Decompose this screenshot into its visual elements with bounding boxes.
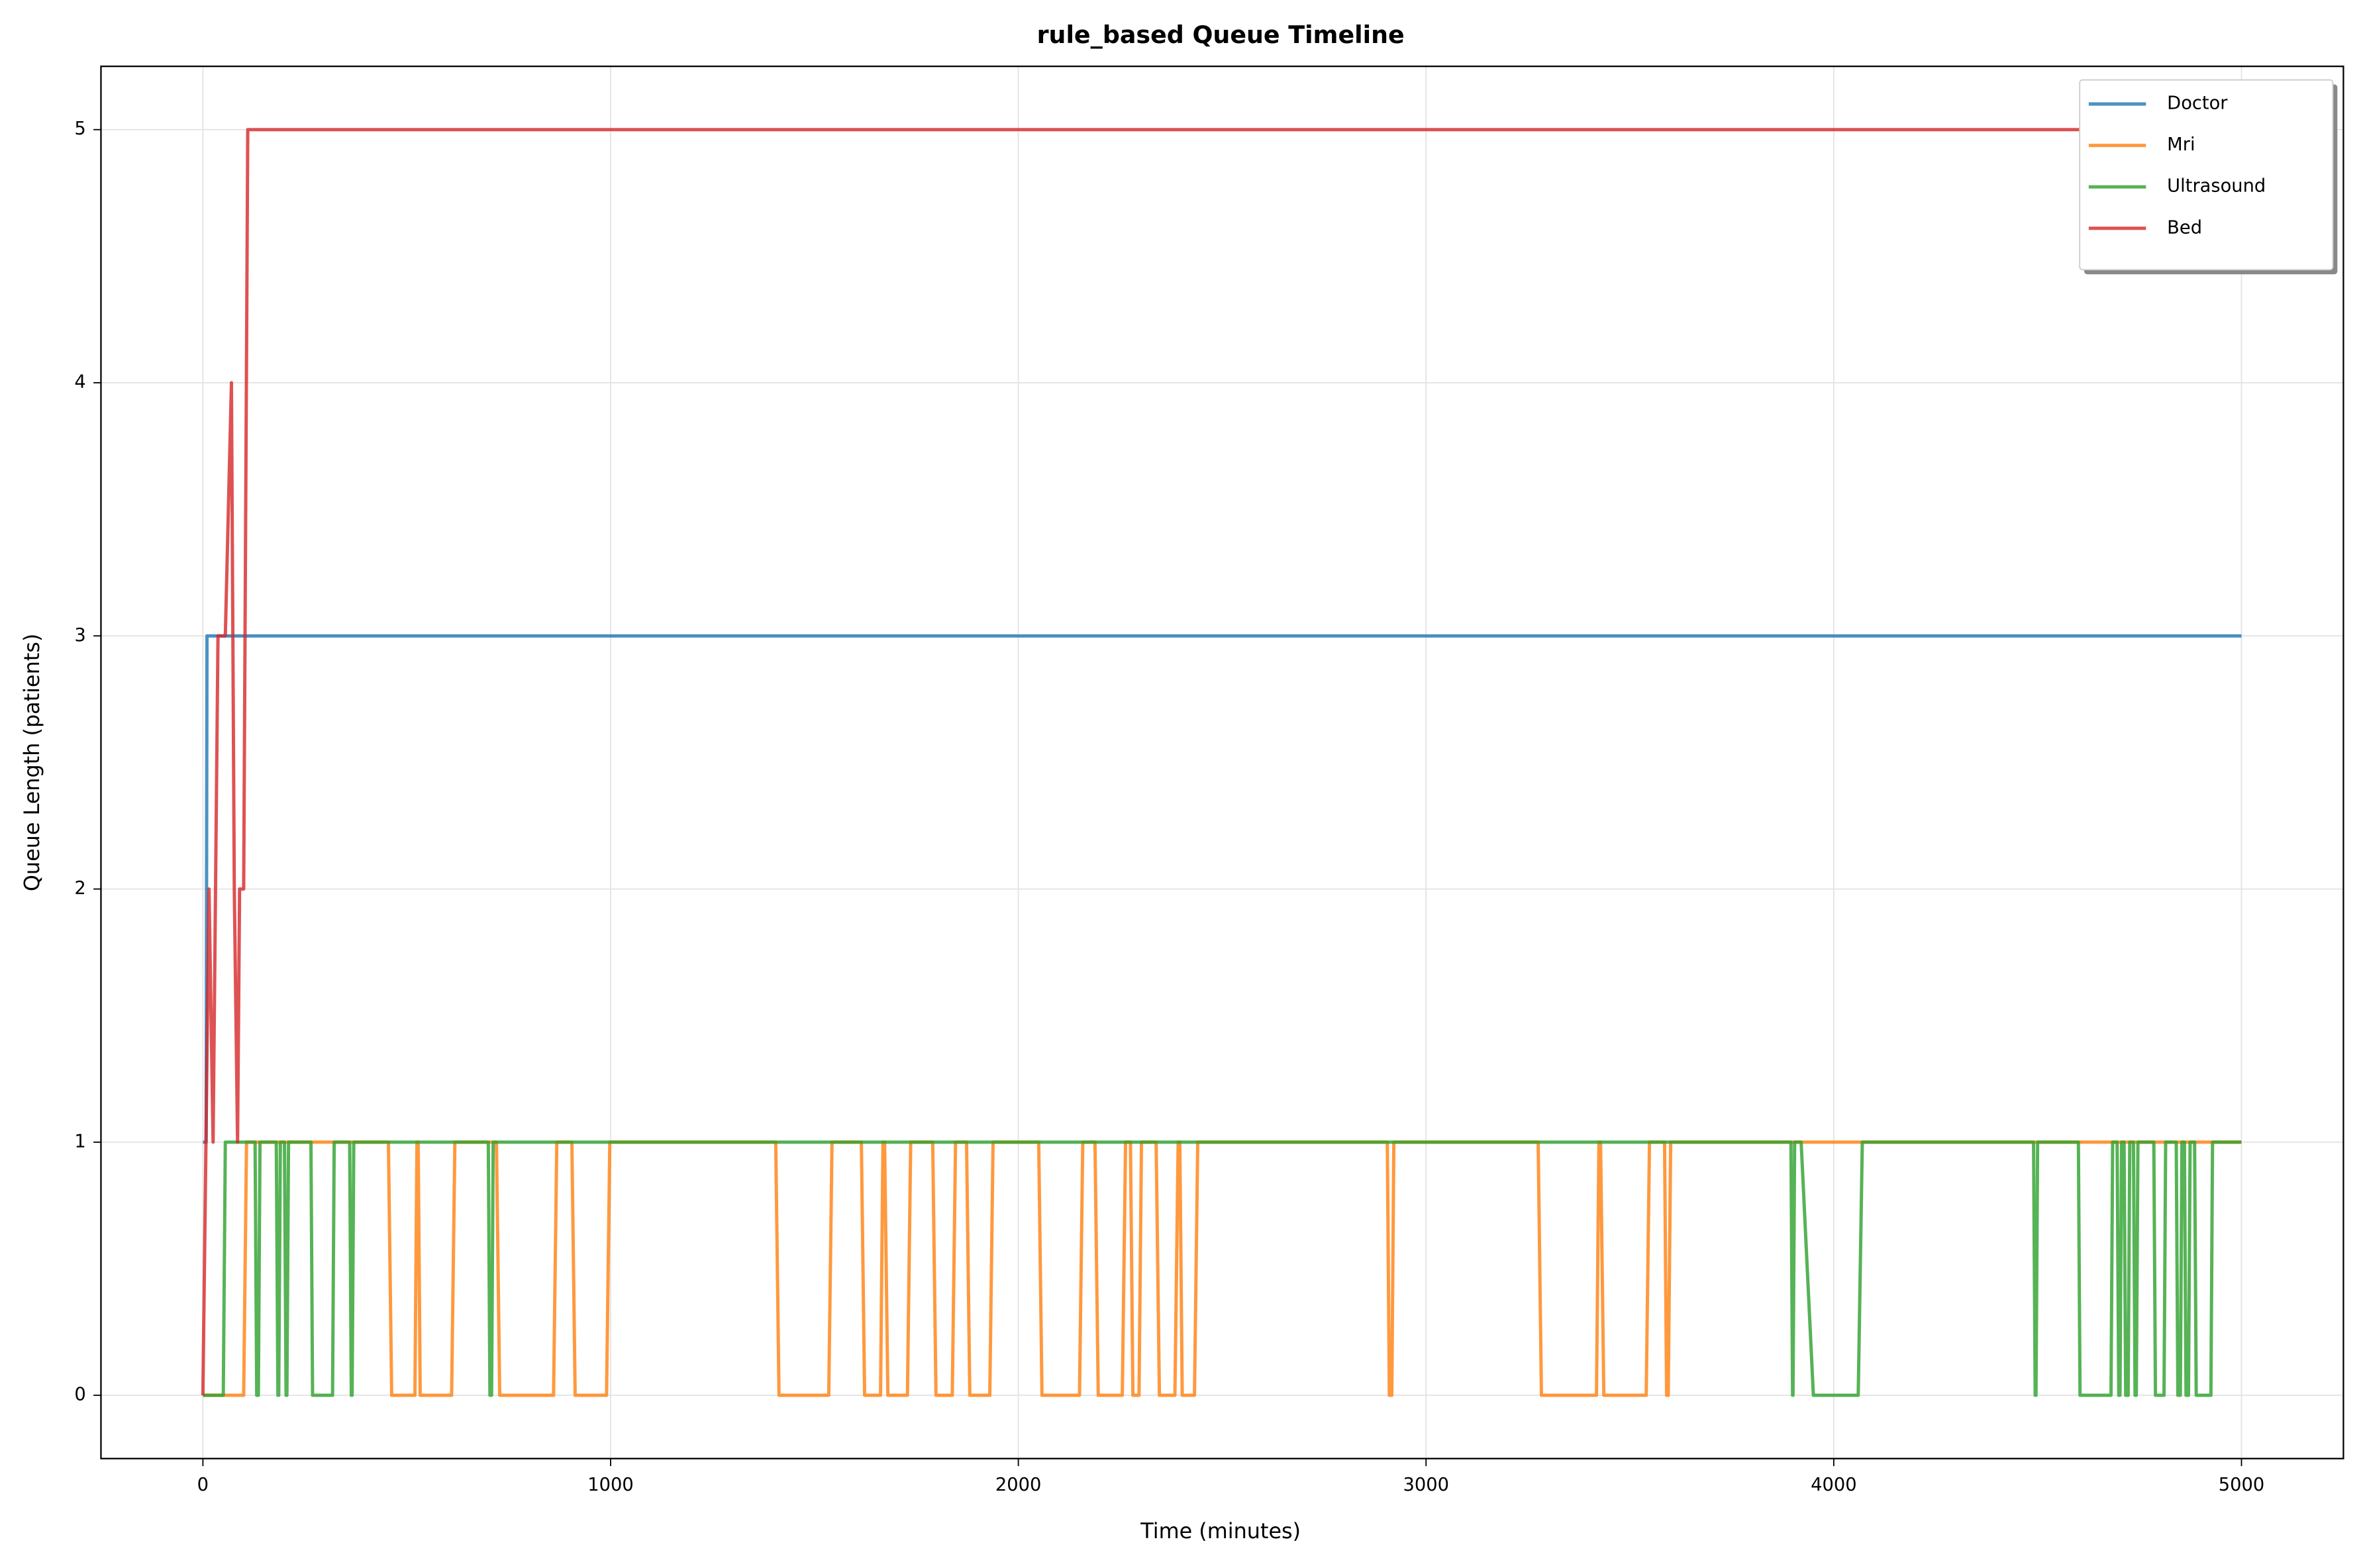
x-tick-label: 5000 <box>2219 1475 2264 1495</box>
legend: Doctor Mri Ultrasound Bed <box>2079 79 2338 275</box>
y-tick-label: 0 <box>74 1385 85 1405</box>
series-line <box>203 1140 2242 1397</box>
legend-label: Mri <box>2167 134 2195 155</box>
x-tick-label: 1000 <box>587 1475 633 1495</box>
y-tick-label: 5 <box>74 119 85 139</box>
chart-title: rule_based Queue Timeline <box>1037 21 1405 49</box>
y-tick-label: 2 <box>74 878 85 899</box>
legend-box <box>2079 79 2334 271</box>
legend-label: Ultrasound <box>2167 176 2266 197</box>
y-tick-label: 1 <box>74 1131 85 1152</box>
ticks: 0 1000 2000 3000 4000 5000 0 1 2 3 4 5 <box>74 119 2264 1495</box>
x-tick-label: 4000 <box>1811 1475 1856 1495</box>
y-axis-label: Queue Length (patients) <box>19 634 44 891</box>
plot-lines <box>201 128 2242 1397</box>
legend-label: Bed <box>2167 217 2202 238</box>
series-line <box>201 128 2242 1396</box>
legend-label: Doctor <box>2167 93 2228 114</box>
x-axis-label: Time (minutes) <box>1140 1518 1301 1544</box>
x-tick-label: 0 <box>197 1475 209 1495</box>
x-tick-label: 2000 <box>995 1475 1041 1495</box>
y-tick-label: 3 <box>74 625 85 646</box>
plot-frame <box>100 66 2344 1459</box>
x-tick-label: 3000 <box>1403 1475 1449 1495</box>
y-tick-label: 4 <box>74 372 85 393</box>
